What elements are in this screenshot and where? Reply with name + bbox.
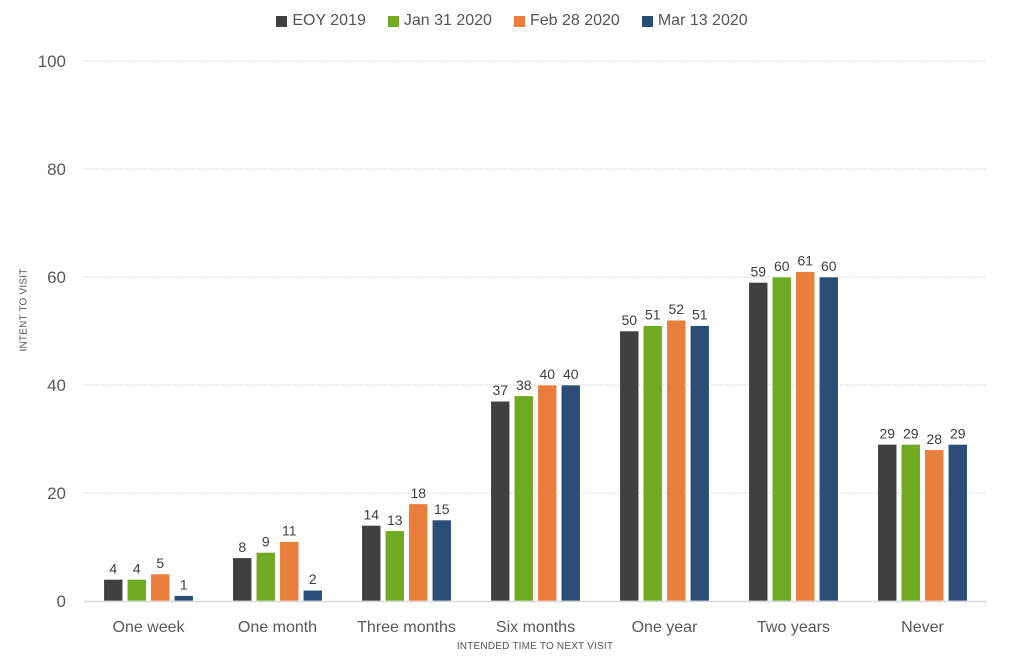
legend-label: Jan 31 2020 <box>403 12 492 29</box>
data-label: 51 <box>645 307 661 323</box>
bar <box>408 503 429 602</box>
data-label: 4 <box>133 560 141 576</box>
legend-item-mar-13-2020: Mar 13 2020 <box>641 12 748 30</box>
data-label: 28 <box>926 431 942 447</box>
x-tick-label: One month <box>238 619 317 636</box>
data-label: 29 <box>879 425 895 441</box>
bar <box>490 400 511 602</box>
data-label: 38 <box>516 377 532 393</box>
data-label: 5 <box>156 555 164 571</box>
x-tick-label: Three months <box>357 619 456 636</box>
x-tick-label: One year <box>632 619 698 636</box>
bar <box>255 552 276 602</box>
bar <box>279 541 300 602</box>
y-tick-label: 60 <box>47 268 66 287</box>
gridlines <box>84 60 987 494</box>
x-tick-label: One week <box>112 619 185 636</box>
bar <box>361 525 382 602</box>
data-label: 29 <box>950 425 966 441</box>
data-label: 14 <box>363 506 379 522</box>
x-axis-ticks: One week One month Three months Six months O… <box>112 619 944 636</box>
bar <box>642 325 663 602</box>
bar <box>619 330 640 602</box>
data-label: 1 <box>180 577 188 593</box>
data-label: 52 <box>668 301 684 317</box>
bar <box>173 595 194 602</box>
bar <box>748 282 769 602</box>
legend-swatch-mar-13-2020 <box>641 15 653 27</box>
bar <box>150 573 171 602</box>
bar <box>947 444 968 602</box>
bar <box>302 589 323 602</box>
bar <box>818 276 839 602</box>
x-tick-label: Six months <box>496 619 575 636</box>
legend-label: EOY 2019 <box>292 12 366 29</box>
bar <box>900 444 921 602</box>
legend-item-eoy-2019: EOY 2019 <box>276 12 366 30</box>
data-label: 4 <box>109 560 117 576</box>
data-label: 9 <box>262 533 270 549</box>
legend-swatch-feb-28-2020 <box>513 15 525 27</box>
bar <box>103 579 124 602</box>
y-tick-label: 20 <box>47 484 66 503</box>
legend-item-feb-28-2020: Feb 28 2020 <box>513 12 620 30</box>
chart-legend: EOY 2019 Jan 31 2020 Feb 28 2020 Mar 13 … <box>0 12 1024 30</box>
bar <box>689 325 710 602</box>
bar <box>560 384 581 602</box>
legend-item-jan-31-2020: Jan 31 2020 <box>387 12 492 30</box>
data-label: 60 <box>821 258 837 274</box>
data-label: 59 <box>750 263 766 279</box>
y-tick-label: 100 <box>38 52 66 71</box>
x-tick-label: Two years <box>757 619 830 636</box>
bar <box>924 449 945 602</box>
data-label: 50 <box>621 312 637 328</box>
bar <box>537 384 558 602</box>
data-label: 29 <box>903 425 919 441</box>
y-axis-title: INTENT TO VISIT <box>18 268 30 352</box>
data-label: 60 <box>774 258 790 274</box>
data-label: 37 <box>492 382 508 398</box>
data-label: 13 <box>387 512 403 528</box>
bar <box>232 557 253 602</box>
data-label: 40 <box>563 366 579 382</box>
bar <box>513 395 534 602</box>
legend-swatch-eoy-2019 <box>276 15 288 27</box>
y-tick-label: 80 <box>47 160 66 179</box>
bar <box>877 444 898 602</box>
legend-swatch-jan-31-2020 <box>387 15 399 27</box>
bar <box>126 579 147 602</box>
bar <box>384 530 405 602</box>
x-tick-label: Never <box>901 619 944 636</box>
data-label: 51 <box>692 307 708 323</box>
legend-label: Feb 28 2020 <box>529 12 620 29</box>
legend-label: Mar 13 2020 <box>657 12 748 29</box>
data-label: 40 <box>539 366 555 382</box>
bar <box>771 276 792 602</box>
data-label: 11 <box>282 523 297 539</box>
y-tick-label: 40 <box>47 376 66 395</box>
data-label: 15 <box>434 501 450 517</box>
bar <box>795 271 816 602</box>
x-axis-title: INTENDED TIME TO NEXT VISIT <box>456 641 614 652</box>
y-axis-ticks: 0 20 40 60 80 100 <box>38 52 66 611</box>
y-tick-label: 0 <box>57 592 66 611</box>
data-label: 2 <box>309 571 317 587</box>
data-label: 18 <box>410 485 426 501</box>
bar <box>666 319 687 602</box>
bar <box>431 519 452 602</box>
data-label: 8 <box>238 539 246 555</box>
data-label: 61 <box>797 253 813 269</box>
bars <box>103 271 968 602</box>
